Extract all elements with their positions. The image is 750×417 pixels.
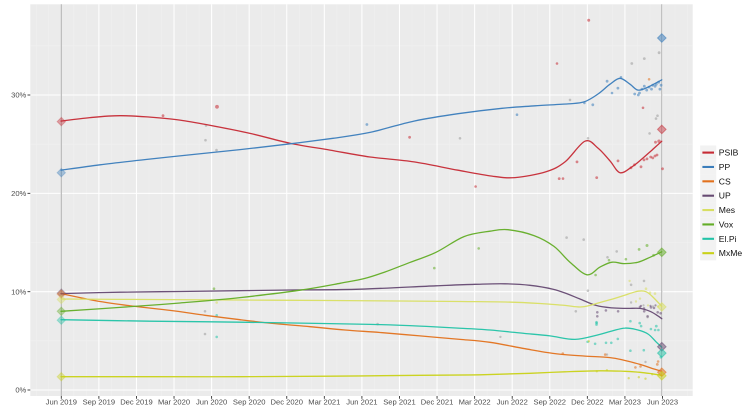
svg-text:Dec 2019: Dec 2019: [120, 397, 153, 406]
svg-text:El.Pi: El.Pi: [719, 234, 737, 244]
svg-text:Sep 2022: Sep 2022: [534, 397, 567, 406]
svg-text:Jun 2020: Jun 2020: [196, 397, 227, 406]
svg-text:30%: 30%: [11, 91, 26, 100]
svg-text:Jun 2022: Jun 2022: [497, 397, 528, 406]
svg-text:20%: 20%: [11, 189, 26, 198]
svg-text:UP: UP: [719, 191, 731, 201]
svg-text:Jun 2019: Jun 2019: [46, 397, 77, 406]
svg-text:Sep 2019: Sep 2019: [83, 397, 116, 406]
svg-text:Mar 2021: Mar 2021: [308, 397, 340, 406]
svg-text:Vox: Vox: [719, 219, 734, 229]
svg-text:Sep 2021: Sep 2021: [383, 397, 416, 406]
svg-text:10%: 10%: [11, 287, 26, 296]
svg-text:Jun 2021: Jun 2021: [346, 397, 377, 406]
svg-text:PP: PP: [719, 162, 731, 172]
svg-text:Mar 2020: Mar 2020: [158, 397, 190, 406]
svg-text:MxMe: MxMe: [719, 248, 743, 258]
svg-text:Sep 2020: Sep 2020: [233, 397, 266, 406]
svg-text:Mes: Mes: [719, 205, 735, 215]
svg-text:Mar 2023: Mar 2023: [609, 397, 641, 406]
svg-text:Dec 2022: Dec 2022: [571, 397, 604, 406]
svg-text:PSIB: PSIB: [719, 148, 739, 158]
svg-text:0%: 0%: [15, 386, 26, 395]
svg-text:Dec 2020: Dec 2020: [270, 397, 303, 406]
svg-text:Jun 2023: Jun 2023: [647, 397, 678, 406]
svg-text:CS: CS: [719, 176, 731, 186]
svg-text:Mar 2022: Mar 2022: [459, 397, 491, 406]
svg-text:Dec 2021: Dec 2021: [421, 397, 454, 406]
